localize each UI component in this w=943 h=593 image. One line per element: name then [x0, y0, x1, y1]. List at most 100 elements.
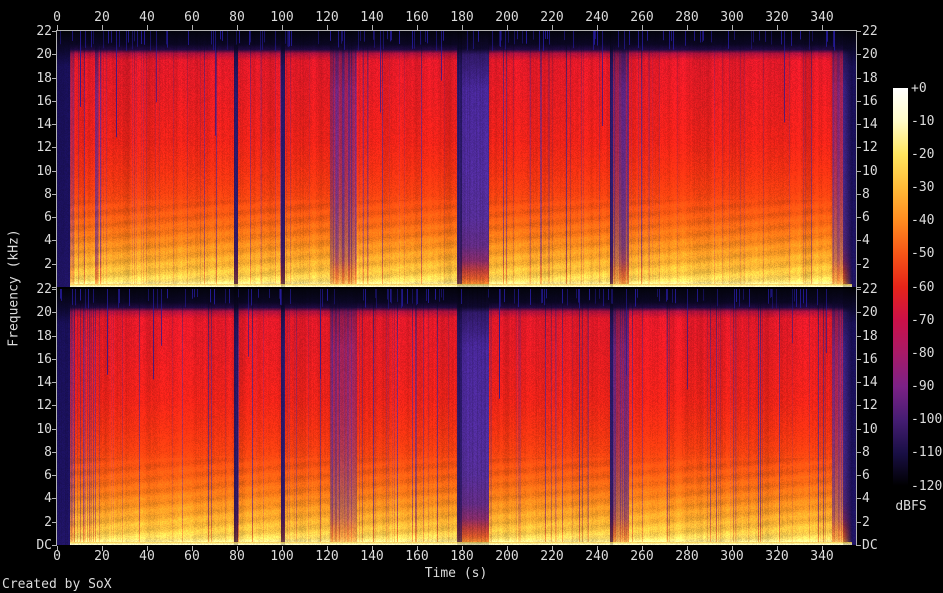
freq-tick-left: [52, 194, 56, 195]
time-tick-top: [282, 25, 283, 30]
time-tick-label-top: 40: [139, 10, 155, 25]
time-tick-label-top: 180: [450, 10, 474, 25]
freq-tick-label-left: 10: [36, 422, 52, 437]
freq-tick-label-left: 18: [36, 71, 52, 86]
time-tick-bottom: [462, 546, 463, 551]
time-tick-label-bottom: 100: [270, 549, 294, 564]
freq-tick-left: [52, 78, 56, 79]
freq-tick-label-right: 14: [862, 375, 878, 390]
spectrogram-channel-1: [57, 31, 856, 287]
freq-tick-label-right: 22: [862, 24, 878, 39]
time-tick-label-bottom: 80: [229, 549, 245, 564]
colorbar-tick-label: -60: [911, 279, 935, 295]
freq-tick-label-left: 16: [36, 94, 52, 109]
freq-tick-right: [857, 171, 861, 172]
time-tick-label-top: 300: [720, 10, 744, 25]
freq-tick-label-right: 18: [862, 329, 878, 344]
freq-tick-label-right: 14: [862, 117, 878, 132]
time-tick-bottom: [597, 546, 598, 551]
freq-tick-label-left: 4: [44, 491, 52, 506]
freq-tick-right: [857, 264, 861, 265]
freq-tick-label-left: 8: [44, 445, 52, 460]
colorbar-tick-label: +0: [911, 80, 927, 96]
freq-tick-right: [857, 147, 861, 148]
time-tick-label-top: 140: [360, 10, 384, 25]
colorbar-tick-label: -50: [911, 246, 935, 262]
time-tick-label-bottom: 40: [139, 549, 155, 564]
freq-tick-label-right: 10: [862, 422, 878, 437]
time-tick-label-top: 80: [229, 10, 245, 25]
freq-tick-left: [52, 147, 56, 148]
freq-tick-right: [857, 54, 861, 55]
freq-tick-right: [857, 31, 861, 32]
time-tick-label-top: 320: [765, 10, 789, 25]
sox-credit-text: Created by SoX: [2, 577, 112, 592]
freq-axis-line-right: [856, 30, 857, 546]
freq-tick-right: [857, 194, 861, 195]
time-tick-top: [372, 25, 373, 30]
time-tick-top: [507, 25, 508, 30]
time-tick-bottom: [192, 546, 193, 551]
time-tick-top: [417, 25, 418, 30]
freq-tick-label-left: 14: [36, 117, 52, 132]
time-tick-top: [102, 25, 103, 30]
freq-tick-left: [52, 54, 56, 55]
freq-tick-left: [52, 217, 56, 218]
freq-tick-label-right: 16: [862, 352, 878, 367]
freq-tick-label-right: 2: [862, 515, 870, 530]
freq-tick-left: [52, 405, 56, 406]
colorbar-tick-label: -90: [911, 379, 935, 394]
freq-tick-right: [857, 475, 861, 476]
freq-tick-label-left: 22: [36, 24, 52, 39]
freq-tick-label-right: 6: [862, 468, 870, 483]
time-tick-label-bottom: 160: [405, 549, 429, 564]
freq-tick-right: [857, 289, 861, 290]
freq-tick-label-right: 12: [862, 398, 878, 413]
time-axis-title: Time (s): [424, 566, 488, 581]
freq-tick-label-left: 20: [36, 47, 52, 62]
time-tick-label-top: 280: [675, 10, 699, 25]
freq-tick-left: [52, 452, 56, 453]
freq-tick-label-right: 22: [862, 282, 878, 297]
time-tick-bottom: [552, 546, 553, 551]
colorbar-tick-label: -20: [911, 146, 935, 162]
time-tick-top: [687, 25, 688, 30]
colorbar-tick-label: -100: [911, 412, 943, 428]
freq-tick-label-right: 16: [862, 94, 878, 109]
time-tick-label-bottom: 180: [450, 549, 474, 564]
freq-tick-left: [52, 240, 56, 241]
freq-tick-left: [52, 498, 56, 499]
time-tick-top: [237, 25, 238, 30]
freq-tick-left: [52, 475, 56, 476]
time-tick-top: [732, 25, 733, 30]
freq-tick-right: [857, 405, 861, 406]
time-tick-label-bottom: 60: [184, 549, 200, 564]
time-tick-label-bottom: 300: [720, 549, 744, 564]
time-tick-label-top: 200: [495, 10, 519, 25]
freq-tick-label-right: 20: [862, 47, 878, 62]
freq-tick-left: [52, 359, 56, 360]
freq-tick-left: [52, 545, 56, 546]
time-tick-top: [642, 25, 643, 30]
time-tick-top: [552, 25, 553, 30]
colorbar-gradient: [893, 88, 908, 486]
time-tick-label-bottom: 140: [360, 549, 384, 564]
time-tick-bottom: [372, 546, 373, 551]
freq-tick-right: [857, 382, 861, 383]
freq-tick-left: [52, 171, 56, 172]
time-tick-label-top: 220: [540, 10, 564, 25]
freq-tick-left: [52, 522, 56, 523]
time-tick-top: [462, 25, 463, 30]
freq-tick-label-right: 8: [862, 445, 870, 460]
freq-tick-label-left: 12: [36, 140, 52, 155]
freq-tick-left: [52, 289, 56, 290]
time-tick-bottom: [822, 546, 823, 551]
time-tick-bottom: [777, 546, 778, 551]
time-tick-top: [147, 25, 148, 30]
time-tick-label-top: 240: [585, 10, 609, 25]
freq-tick-left: [52, 336, 56, 337]
colorbar-tick-label: -120: [911, 478, 943, 494]
time-tick-label-top: 120: [315, 10, 339, 25]
time-tick-top: [192, 25, 193, 30]
freq-tick-right: [857, 336, 861, 337]
